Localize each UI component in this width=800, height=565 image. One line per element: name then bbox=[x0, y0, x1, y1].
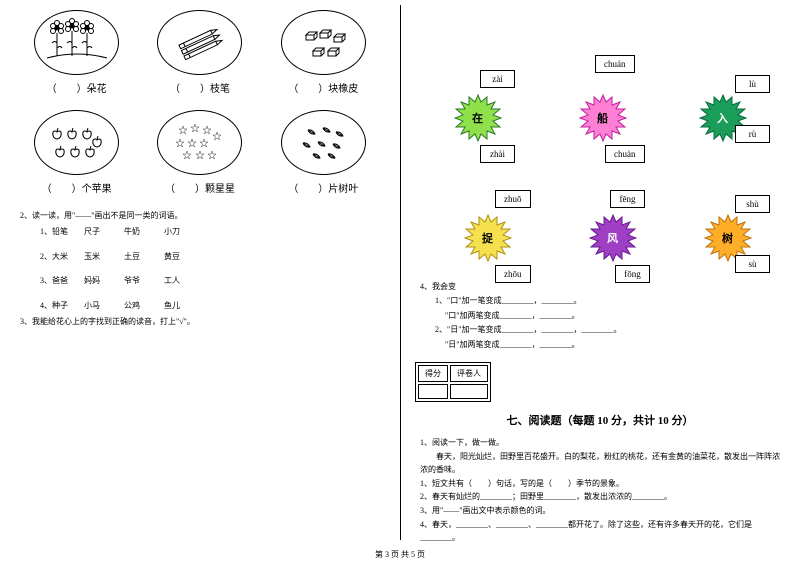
q2-item-3: 3、爸爸 妈妈 爷爷 工人 bbox=[40, 275, 385, 288]
erasers-icon bbox=[288, 18, 358, 68]
pinyin-box: zhōu bbox=[495, 265, 531, 283]
reading-q4: 4、春天，________、________、________都开花了。除了这些… bbox=[420, 518, 785, 545]
q4-item-2: "口"加两笔变成________，________。 bbox=[435, 309, 785, 323]
q2-title: 2、读一读，用"——"画出不是同一类的词语。 bbox=[20, 210, 385, 223]
flowers-icon bbox=[42, 18, 112, 68]
label-apples: （ ）个苹果 bbox=[22, 180, 132, 195]
apples-icon bbox=[42, 118, 112, 168]
q4-item-4: "日"加两笔变成________，________。 bbox=[435, 338, 785, 352]
starburst-char: 在 bbox=[455, 95, 500, 140]
q2-item-1: 1、铅笔 尺子 牛奶 小刀 bbox=[40, 226, 385, 239]
label-stars: （ ）颗星星 bbox=[145, 180, 255, 195]
reading-q2: 2、春天有灿烂的________；田野里________，散发出浓浓的_____… bbox=[420, 490, 785, 504]
stars-circle bbox=[157, 110, 242, 175]
erasers-circle bbox=[281, 10, 366, 75]
starburst-char: 风 bbox=[590, 215, 635, 260]
image-row-2 bbox=[15, 110, 385, 175]
q4-title: 4、我会变 bbox=[420, 280, 785, 294]
left-column: （ ）朵花 （ ）枝笔 （ ）块橡皮 bbox=[0, 0, 400, 565]
pinyin-box: shù bbox=[735, 195, 770, 213]
page-footer: 第 3 页 共 5 页 bbox=[0, 549, 800, 560]
pinyin-box: chuàn bbox=[605, 145, 645, 163]
reading-q-title: 1、阅读一下，做一做。 bbox=[420, 436, 785, 450]
leaves-icon bbox=[288, 118, 358, 168]
q3-title: 3、我能给花心上的字找到正确的读音，打上"√"。 bbox=[20, 316, 385, 329]
right-column: 在船入捉风树zàichuánlùzhàichuànrùzhuōfēngshùzh… bbox=[400, 0, 800, 565]
pinyin-box: fēng bbox=[610, 190, 645, 208]
starburst-char: 船 bbox=[580, 95, 625, 140]
q4-item-3: 2、"日"加一笔变成________，________，________。 bbox=[435, 323, 785, 337]
reading-passage: 春天，阳光灿烂，田野里百花盛开。白的梨花，粉红的桃花，还有金黄的油菜花，散发出一… bbox=[420, 450, 785, 477]
q2-item-2: 2、大米 玉米 土豆 黄豆 bbox=[40, 251, 385, 264]
pinyin-diagram: 在船入捉风树zàichuánlùzhàichuànrùzhuōfēngshùzh… bbox=[415, 20, 785, 280]
image-row-1 bbox=[15, 10, 385, 75]
score-label: 得分 bbox=[418, 365, 448, 382]
pencils-circle bbox=[157, 10, 242, 75]
pencils-icon bbox=[165, 18, 235, 68]
pinyin-box: lù bbox=[735, 75, 770, 93]
pinyin-box: fōng bbox=[615, 265, 650, 283]
score-table: 得分 评卷人 bbox=[415, 362, 491, 402]
leaves-circle bbox=[281, 110, 366, 175]
label-flowers: （ ）朵花 bbox=[22, 80, 132, 95]
stars-icon bbox=[165, 118, 235, 168]
label-pencils: （ ）枝笔 bbox=[145, 80, 255, 95]
reading-q3: 3、用"——"画出文中表示颜色的词。 bbox=[420, 504, 785, 518]
section-7-title: 七、阅读题（每题 10 分，共计 10 分） bbox=[415, 412, 785, 428]
grader-label: 评卷人 bbox=[450, 365, 488, 382]
reading-q1: 1、短文共有（ ）句话，写的是（ ）季节的景象。 bbox=[420, 477, 785, 491]
label-row-2: （ ）个苹果 （ ）颗星星 （ ）片树叶 bbox=[15, 180, 385, 195]
flowers-circle bbox=[34, 10, 119, 75]
label-row-1: （ ）朵花 （ ）枝笔 （ ）块橡皮 bbox=[15, 80, 385, 95]
pinyin-box: chuán bbox=[595, 55, 635, 73]
starburst-char: 树 bbox=[705, 215, 750, 260]
pinyin-box: sù bbox=[735, 255, 770, 273]
pinyin-box: zhuō bbox=[495, 190, 531, 208]
pinyin-box: zài bbox=[480, 70, 515, 88]
label-erasers: （ ）块橡皮 bbox=[268, 80, 378, 95]
q4-item-1: 1、"口"加一笔变成________，________。 bbox=[435, 294, 785, 308]
pinyin-box: rù bbox=[735, 125, 770, 143]
label-leaves: （ ）片树叶 bbox=[268, 180, 378, 195]
pinyin-box: zhài bbox=[480, 145, 515, 163]
apples-circle bbox=[34, 110, 119, 175]
starburst-char: 捉 bbox=[465, 215, 510, 260]
q2-item-4: 4、种子 小马 公鸡 鱼儿 bbox=[40, 300, 385, 313]
